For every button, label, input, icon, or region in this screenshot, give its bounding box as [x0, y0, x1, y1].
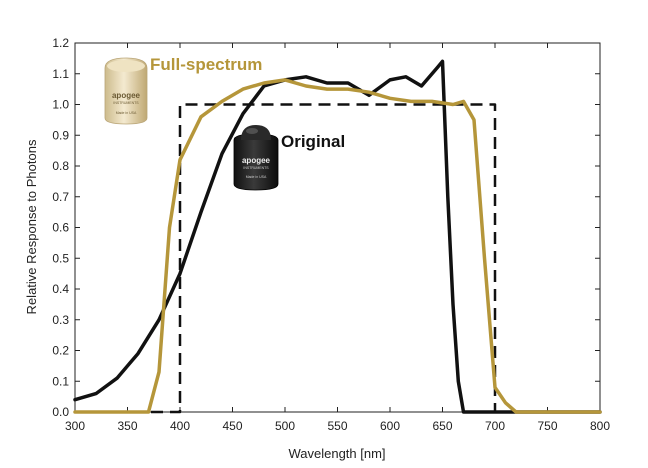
y-tick-label: 0.6 — [52, 221, 69, 235]
y-tick-label: 0.9 — [52, 128, 69, 142]
x-axis-label: Wavelength [nm] — [288, 446, 385, 461]
original-brand-text: apogee — [242, 156, 271, 165]
x-tick-label: 450 — [222, 419, 242, 433]
full-spectrum-tagline-text: INSTRUMENTS — [113, 101, 139, 105]
original-tagline-text: INSTRUMENTS — [243, 166, 269, 170]
annotation-original: Original — [281, 132, 345, 151]
series-layer — [73, 59, 602, 414]
y-tick-label: 0.2 — [52, 344, 69, 358]
y-tick-label: 0.7 — [52, 190, 69, 204]
x-tick-label: 500 — [275, 419, 295, 433]
x-tick-label: 300 — [65, 419, 85, 433]
y-tick-label: 1.0 — [52, 98, 69, 112]
y-tick-label: 1.1 — [52, 67, 69, 81]
full-spectrum-brand-text: apogee — [112, 91, 141, 100]
y-tick-label: 0.4 — [52, 282, 69, 296]
y-tick-label: 0.1 — [52, 374, 69, 388]
x-tick-label: 750 — [537, 419, 557, 433]
x-tick-label: 600 — [380, 419, 400, 433]
x-tick-label: 400 — [170, 419, 190, 433]
original-sensor-image: apogee INSTRUMENTS Made in USA — [233, 125, 279, 191]
y-tick-label: 0.3 — [52, 313, 69, 327]
x-tick-label: 800 — [590, 419, 610, 433]
x-tick-label: 350 — [117, 419, 137, 433]
x-tick-label: 550 — [327, 419, 347, 433]
y-tick-label: 1.2 — [52, 36, 69, 50]
annotation-full-spectrum: Full-spectrum — [150, 55, 262, 74]
original-made-text: Made in USA — [246, 175, 267, 179]
y-tick-label: 0.8 — [52, 159, 69, 173]
axis-ticks: 300 350 400 450 500 550 600 650 700 750 800 0.0 0.1 0… — [52, 36, 610, 433]
y-axis-label: Relative Response to Photons — [24, 139, 39, 314]
series-line-full-spectrum — [73, 78, 602, 414]
full-spectrum-sensor-image: apogee INSTRUMENTS Made in USA — [104, 57, 148, 125]
x-tick-label: 650 — [432, 419, 452, 433]
x-tick-label: 700 — [485, 419, 505, 433]
y-tick-label: 0.0 — [52, 405, 69, 419]
y-tick-label: 0.5 — [52, 251, 69, 265]
full-spectrum-made-text: Made in USA — [116, 111, 137, 115]
plot-frame — [74, 42, 601, 413]
